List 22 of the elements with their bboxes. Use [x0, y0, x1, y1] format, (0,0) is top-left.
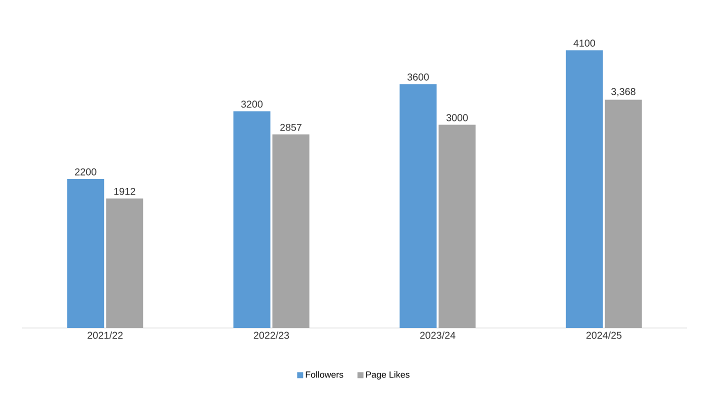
- data-label: 3600: [407, 74, 429, 81]
- data-label: 3,368: [611, 88, 636, 96]
- data-label: 4100: [574, 40, 596, 47]
- bar: [106, 198, 144, 328]
- bar: [400, 84, 437, 328]
- bar: [67, 178, 104, 328]
- bar: [438, 124, 476, 328]
- data-label: 2857: [280, 124, 302, 131]
- legend-label: Followers: [306, 371, 344, 378]
- bar: [272, 134, 310, 328]
- bar: [604, 100, 642, 328]
- x-tick-label: 2024/25: [586, 332, 622, 339]
- bar: [233, 111, 270, 328]
- data-label: 3000: [446, 114, 468, 122]
- data-label: 3200: [241, 100, 263, 108]
- data-label: 2200: [75, 168, 96, 176]
- x-tick-label: 2023/24: [420, 332, 456, 339]
- bar: [566, 50, 603, 328]
- legend-label: Page Likes: [366, 371, 410, 380]
- x-tick-label: 2021/22: [88, 332, 123, 339]
- x-tick-label: 2022/23: [254, 332, 289, 339]
- data-label: 1912: [114, 188, 136, 195]
